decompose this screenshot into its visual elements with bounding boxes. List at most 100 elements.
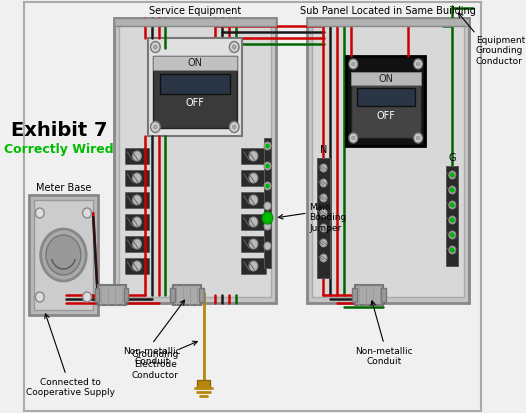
Circle shape xyxy=(83,292,92,302)
Bar xyxy=(241,192,266,208)
Circle shape xyxy=(320,179,327,187)
Circle shape xyxy=(449,246,456,254)
Circle shape xyxy=(266,184,269,188)
Circle shape xyxy=(266,164,269,168)
Bar xyxy=(125,170,149,186)
Bar xyxy=(125,236,149,252)
Circle shape xyxy=(450,218,454,222)
Bar xyxy=(307,18,469,303)
Text: OFF: OFF xyxy=(185,98,204,108)
Bar xyxy=(381,288,386,302)
Bar xyxy=(197,380,210,388)
Circle shape xyxy=(449,171,456,179)
Circle shape xyxy=(449,216,456,224)
Text: G: G xyxy=(449,153,456,163)
Text: Service Equipment: Service Equipment xyxy=(149,6,241,16)
Circle shape xyxy=(351,62,355,66)
Bar xyxy=(95,288,99,302)
Circle shape xyxy=(46,235,81,275)
Circle shape xyxy=(414,59,422,69)
Bar xyxy=(98,285,126,305)
Circle shape xyxy=(41,229,86,281)
Circle shape xyxy=(262,212,273,224)
Bar xyxy=(114,18,276,26)
Bar xyxy=(241,170,266,186)
Circle shape xyxy=(83,208,92,218)
Bar xyxy=(125,192,149,208)
Circle shape xyxy=(249,195,258,205)
Bar xyxy=(124,288,128,302)
Circle shape xyxy=(264,182,271,190)
Circle shape xyxy=(417,62,420,66)
Circle shape xyxy=(349,133,358,143)
Circle shape xyxy=(154,125,157,129)
Text: ON: ON xyxy=(187,58,203,68)
Text: Equipment
Grounding
Conductor: Equipment Grounding Conductor xyxy=(476,36,525,66)
Bar xyxy=(351,72,421,138)
Text: OFF: OFF xyxy=(376,111,395,121)
Circle shape xyxy=(35,208,44,218)
Bar xyxy=(170,288,175,302)
Circle shape xyxy=(264,142,271,150)
Circle shape xyxy=(133,195,141,205)
Circle shape xyxy=(264,222,271,230)
Text: Correctly Wired: Correctly Wired xyxy=(4,143,114,157)
Bar xyxy=(351,72,421,85)
Circle shape xyxy=(320,254,327,262)
Text: Connected to
Cooperative Supply: Connected to Cooperative Supply xyxy=(26,378,115,397)
Bar xyxy=(346,56,425,146)
Bar xyxy=(173,285,201,305)
Bar xyxy=(153,56,237,70)
Bar xyxy=(199,288,204,302)
Bar xyxy=(241,214,266,230)
Circle shape xyxy=(133,173,141,183)
Circle shape xyxy=(320,209,327,217)
Circle shape xyxy=(320,224,327,232)
Text: Non-metallic
Conduit: Non-metallic Conduit xyxy=(123,347,181,366)
Circle shape xyxy=(264,202,271,210)
Bar xyxy=(312,24,464,297)
Circle shape xyxy=(449,201,456,209)
Bar xyxy=(446,166,459,266)
Circle shape xyxy=(264,162,271,170)
Circle shape xyxy=(264,242,271,250)
Bar xyxy=(317,158,330,278)
Text: Sub Panel Located in Same Building: Sub Panel Located in Same Building xyxy=(299,6,476,16)
Circle shape xyxy=(249,173,258,183)
Circle shape xyxy=(450,203,454,207)
Bar xyxy=(355,285,383,305)
Circle shape xyxy=(349,59,358,69)
Circle shape xyxy=(320,239,327,247)
Circle shape xyxy=(449,186,456,194)
Bar xyxy=(241,258,266,274)
Bar xyxy=(125,148,149,164)
Bar xyxy=(147,38,242,136)
Circle shape xyxy=(232,45,236,49)
Text: Grounding
Electrode
Conductor: Grounding Electrode Conductor xyxy=(132,350,179,380)
Circle shape xyxy=(232,125,236,129)
Circle shape xyxy=(229,41,239,52)
Circle shape xyxy=(450,248,454,252)
Circle shape xyxy=(249,217,258,227)
Circle shape xyxy=(35,292,44,302)
Bar xyxy=(153,56,237,128)
Text: Non-metallic
Conduit: Non-metallic Conduit xyxy=(355,347,413,366)
Bar xyxy=(34,200,93,310)
Circle shape xyxy=(450,173,454,177)
Text: ON: ON xyxy=(378,74,393,84)
Text: Meter Base: Meter Base xyxy=(36,183,91,193)
Circle shape xyxy=(450,233,454,237)
Bar xyxy=(357,88,414,106)
Bar xyxy=(119,24,271,297)
Circle shape xyxy=(133,151,141,161)
Circle shape xyxy=(414,133,422,143)
Bar xyxy=(125,258,149,274)
Circle shape xyxy=(150,121,160,133)
Circle shape xyxy=(449,231,456,239)
Bar xyxy=(241,148,266,164)
Circle shape xyxy=(154,45,157,49)
Bar xyxy=(114,18,276,303)
Circle shape xyxy=(417,136,420,140)
Circle shape xyxy=(351,136,355,140)
Bar xyxy=(125,214,149,230)
